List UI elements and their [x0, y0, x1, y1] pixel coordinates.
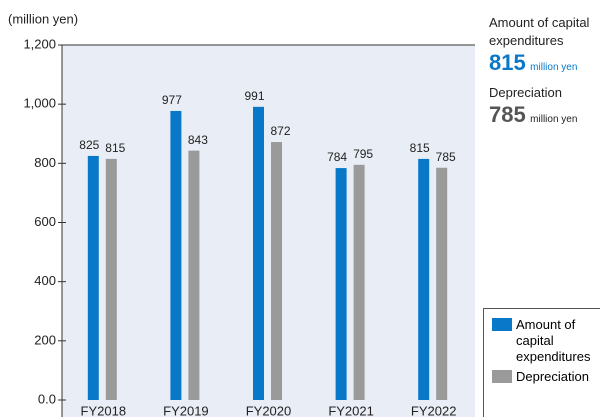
- y-tick-label: 0.0: [38, 391, 56, 406]
- x-tick-label: FY2021: [328, 403, 374, 417]
- bar: [253, 106, 264, 401]
- bar: [271, 142, 282, 401]
- depreciation-unit: million yen: [530, 114, 578, 125]
- y-tick-label: 200: [34, 332, 56, 347]
- x-tick-label: FY2019: [163, 403, 209, 417]
- bar: [170, 110, 182, 401]
- capex-label: Amount of capital expenditures: [489, 15, 590, 48]
- x-tick-label: FY2020: [246, 403, 292, 417]
- bar: [87, 155, 99, 400]
- value-label: 991: [244, 89, 264, 103]
- y-tick-label: 800: [34, 155, 56, 170]
- depreciation-label: Depreciation: [489, 85, 562, 100]
- depreciation-value: 785: [489, 102, 526, 127]
- capex-value: 815: [489, 50, 526, 75]
- legend: Amount of capital expenditures Depreciati…: [483, 308, 600, 417]
- value-label: 784: [327, 150, 347, 164]
- y-tick-label: 600: [34, 214, 56, 229]
- y-tick-label: 400: [34, 273, 56, 288]
- value-label: 785: [436, 150, 456, 164]
- legend-label: Amount of capital expenditures: [516, 317, 591, 364]
- bar: [105, 158, 117, 400]
- value-label: 815: [410, 141, 430, 155]
- legend-swatch: [492, 370, 512, 383]
- value-label: 872: [270, 124, 290, 138]
- x-tick-label: FY2022: [411, 403, 457, 417]
- x-tick-label: FY2018: [81, 403, 127, 417]
- y-tick-label: 1,000: [23, 96, 56, 111]
- bar: [418, 158, 430, 400]
- bar: [188, 150, 200, 400]
- legend-item: Depreciation: [492, 369, 600, 385]
- y-tick-label: 1,200: [23, 36, 56, 51]
- plot-background: [62, 45, 475, 417]
- bar: [436, 167, 448, 400]
- bar: [335, 168, 347, 400]
- bar: [353, 164, 365, 400]
- value-label: 815: [105, 141, 125, 155]
- legend-item: Amount of capital expenditures: [492, 317, 600, 365]
- value-label: 843: [188, 133, 208, 147]
- legend-label: Depreciation: [516, 369, 589, 384]
- legend-swatch: [492, 318, 512, 331]
- value-label: 977: [162, 93, 182, 107]
- summary: Amount of capital expenditures 815 milli…: [489, 14, 600, 128]
- capex-unit: million yen: [530, 62, 578, 73]
- value-label: 825: [79, 138, 99, 152]
- y-unit-label: (million yen): [8, 11, 78, 26]
- value-label: 795: [353, 147, 373, 161]
